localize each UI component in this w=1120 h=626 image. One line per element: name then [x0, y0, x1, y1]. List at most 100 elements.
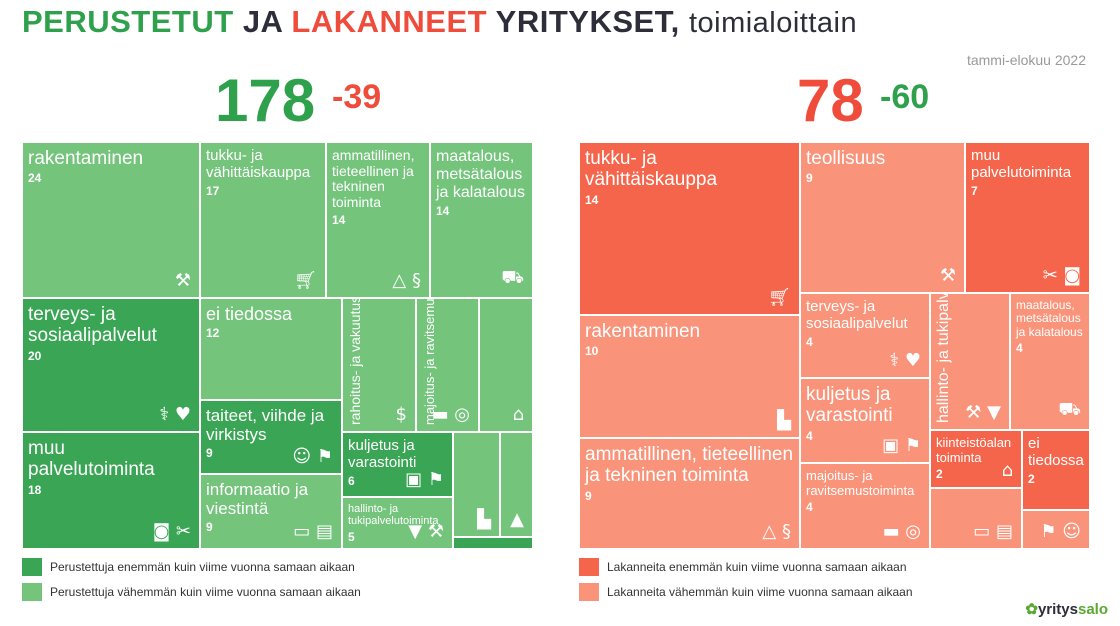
founded-delta: -39: [332, 78, 382, 116]
cell-label: ammatillinen, tieteellinen ja tekninen t…: [585, 444, 794, 487]
sport-theater-icon: ⚑ ☺: [1040, 521, 1081, 542]
cell-value: 24: [28, 171, 42, 186]
cell-value: 9: [206, 446, 213, 461]
cell-label: teollisuus: [806, 148, 886, 169]
washer-scissors-icon: ◙ ✂: [152, 521, 191, 542]
factory-icon: ▙: [477, 509, 491, 530]
code-book-icon: ▭ ▤: [293, 521, 333, 542]
treemap-cell: ammatillinen, tieteellinen ja tekninen t…: [326, 142, 430, 298]
cell-label: muu palvelutoiminta: [28, 438, 155, 481]
treemap-cell: kuljetus ja varastointi 4 ▣ ⚑: [800, 378, 930, 463]
title-sub: toimialoittain: [688, 7, 858, 39]
closed-delta: -60: [880, 78, 930, 116]
treemap-cell: rakentaminen 24 ⚒: [22, 142, 200, 298]
cell-label: ei tiedossa: [206, 304, 293, 324]
treemap-cell: rahoitus- ja vakuutustoiminta8$: [342, 298, 416, 432]
cell-label: hallinto- ja tukipalvelutoiminta: [935, 293, 952, 423]
swatch: [579, 558, 599, 576]
cell-value: 5: [348, 529, 355, 544]
closed-total: 78: [797, 67, 864, 134]
cell-value: 20: [28, 348, 42, 363]
cell-label: ammatillinen, tieteellinen ja tekninen t…: [332, 147, 415, 211]
logo-text: yritys: [1037, 601, 1078, 618]
theater-sport-icon: ☺ ⚑: [292, 446, 333, 467]
tractor-icon: ⛟: [1058, 399, 1081, 420]
truck-icon: ▣ ⚑: [405, 469, 444, 490]
title-founded: PERUSTETUT: [22, 4, 234, 39]
cell-label: majoitus- ja ravitsemustoiminta: [806, 468, 915, 498]
cell-value: 9: [806, 171, 813, 186]
cell-label: kiinteistöalan toiminta: [936, 435, 1012, 465]
truck-icon: ▣ ⚑: [882, 435, 921, 456]
cell-value: 17: [206, 183, 220, 198]
cell-value: 2: [936, 467, 943, 482]
tractor-icon: ⛟: [501, 267, 524, 288]
period: tammi-elokuu 2022: [966, 52, 1086, 68]
bed-plate-icon: ▬ ◎: [882, 521, 921, 542]
cell-value: 2: [1028, 471, 1035, 486]
swatch: [22, 558, 42, 576]
real-estate-icon: ⌂: [512, 404, 524, 425]
treemap-cell: muu palvelutoiminta 18 ◙ ✂: [22, 432, 200, 549]
real-estate-icon: ⌂: [1001, 460, 1013, 481]
cell-value: 14: [436, 203, 450, 218]
cell-value: 6: [348, 473, 355, 488]
treemap-cell: maatalous, metsätalous ja kalatalous 4 ⛟: [1010, 293, 1090, 430]
treemap-cell: ⌂: [479, 298, 533, 432]
cell-value: 9: [585, 488, 592, 503]
mower-camera-icon: ⚒ ▼: [965, 402, 1001, 423]
cell-label: rahoitus- ja vakuutustoiminta: [347, 298, 363, 425]
founded-treemap: rakentaminen 24 ⚒ tukku- ja vähittäiskauppa…: [22, 142, 533, 549]
cell-label: hallinto- ja tukipalvelutoiminta: [348, 503, 439, 528]
stethoscope-heart-icon: ⚕ ♥: [159, 404, 191, 425]
treemap-cell: majoitus- ja ravitsemustoiminta7▬ ◎: [416, 298, 479, 432]
cell-label: muu palvelutoiminta: [971, 147, 1072, 181]
treemap-cell: kuljetus ja varastointi 6 ▣ ⚑: [342, 432, 453, 497]
legend-label: Lakanneita vähemmän kuin viime vuonna sa…: [607, 585, 913, 599]
cell-label: terveys- ja sosiaalipalvelut: [28, 304, 157, 347]
cell-label: terveys- ja sosiaalipalvelut: [806, 298, 908, 332]
cell-value: 12: [206, 326, 220, 341]
treemap-cell: tukku- ja vähittäiskauppa 17 🛒︎: [200, 142, 326, 298]
treemap-cell: ei tiedossa 12: [200, 298, 342, 400]
stethoscope-heart-icon: ⚕ ♥: [889, 350, 921, 371]
page-title: PERUSTETUT JA LAKANNEET YRITYKSET, toimi…: [22, 4, 857, 40]
treemap-cell: tukku- ja vähittäiskauppa 14 🛒︎: [579, 142, 800, 315]
cell-label: kuljetus ja varastointi: [348, 437, 417, 471]
camera-mower-icon: ▼ ⚒: [408, 521, 444, 542]
legend-label: Perustettuja enemmän kuin viime vuonna s…: [50, 560, 355, 574]
cell-value: 4: [806, 334, 813, 349]
treemap-cell: maatalous, metsätalous ja kalatalous 14 ⛟: [430, 142, 533, 298]
treemap-cell: ▭ ▤: [930, 488, 1022, 549]
title-and: JA: [242, 4, 283, 39]
compass-law-icon: △ §: [392, 270, 421, 291]
swatch: [579, 583, 599, 601]
compass-law-icon: △ §: [762, 521, 791, 542]
legend-closed-less: Lakanneita vähemmän kuin viime vuonna sa…: [579, 583, 913, 601]
treemap-cell: terveys- ja sosiaalipalvelut 20 ⚕ ♥: [22, 298, 200, 432]
cell-label: rakentaminen: [28, 148, 144, 169]
cell-label: rakentaminen: [585, 321, 701, 342]
cell-label: maatalous, metsätalous ja kalatalous: [1016, 298, 1083, 339]
cell-label: informaatio ja viestintä: [206, 480, 309, 519]
treemap-cell: ⚑ ☺: [1022, 510, 1090, 549]
cell-label: tukku- ja vähittäiskauppa: [585, 148, 718, 191]
cell-label: maatalous, metsätalous ja kalatalous: [436, 148, 525, 201]
cell-value: 14: [332, 212, 346, 227]
treemap-cell: hallinto- ja tukipalvelutoiminta 5 ▼ ⚒: [342, 497, 453, 549]
treemap-cell: ammatillinen, tieteellinen ja tekninen t…: [579, 438, 800, 549]
cell-label: kuljetus ja varastointi: [806, 384, 893, 427]
logo-text: salo: [1077, 601, 1108, 618]
treemap-cell: muu palvelutoiminta 7 ✂ ◙: [965, 142, 1090, 293]
legend-closed-more: Lakanneita enemmän kuin viime vuonna sam…: [579, 558, 907, 576]
treemap-cell: hallinto- ja tukipalvelutoiminta4⚒ ▼: [930, 293, 1010, 430]
cell-value: 7: [971, 183, 978, 198]
cart-icon: 🛒︎: [294, 270, 317, 291]
cart-icon: 🛒︎: [768, 287, 791, 308]
cell-value: 18: [28, 482, 42, 497]
piggy-bank-icon: $: [395, 404, 407, 425]
treemap-cell: [453, 537, 533, 549]
cell-label: tukku- ja vähittäiskauppa: [206, 147, 311, 181]
title-closed: LAKANNEET: [291, 4, 488, 39]
treemap-cell: ▲: [500, 432, 533, 537]
